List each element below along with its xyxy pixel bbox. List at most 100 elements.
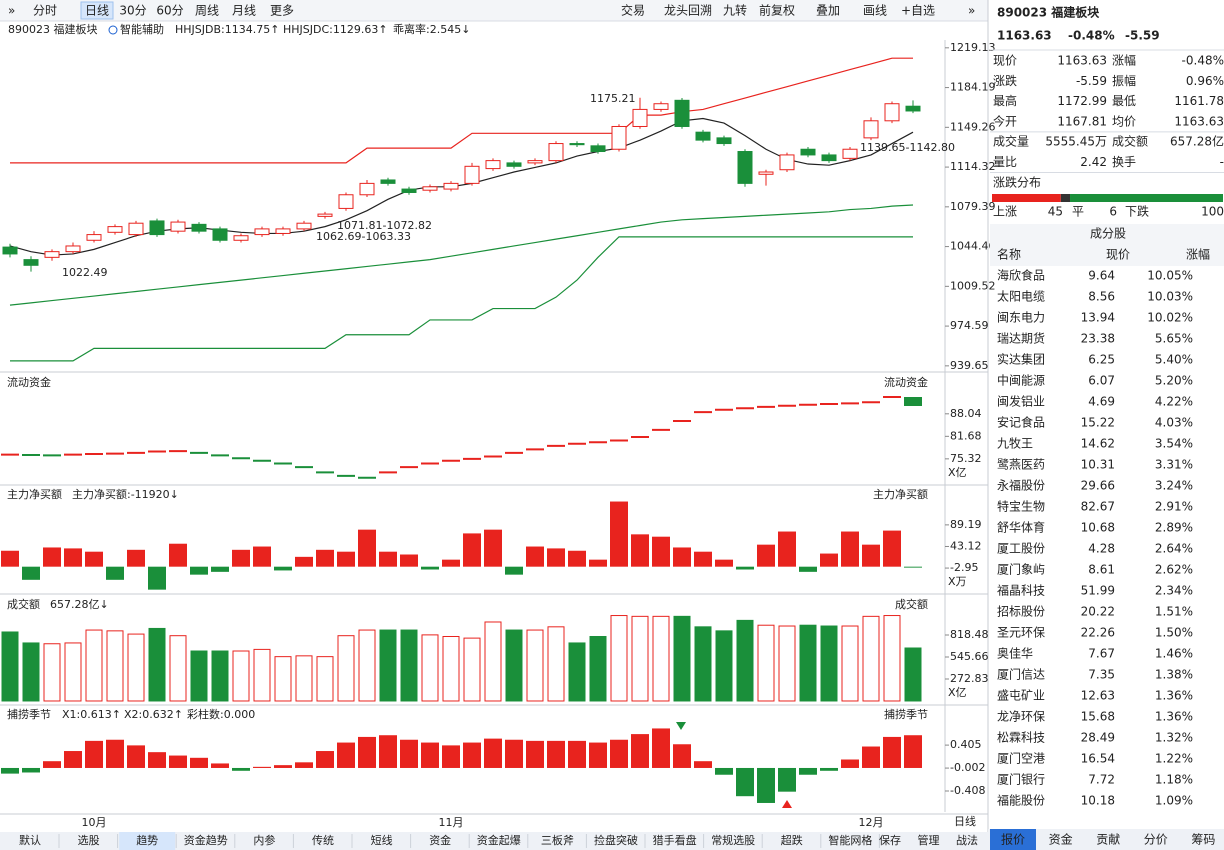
side-tab[interactable]: 分价 xyxy=(1144,833,1168,847)
stock-name[interactable]: 厦门银行 xyxy=(997,772,1045,787)
period-button[interactable]: 周线 xyxy=(195,4,219,18)
stock-name[interactable]: 特宝生物 xyxy=(997,499,1045,514)
tool-button[interactable]: +自选 xyxy=(901,4,935,18)
stock-name[interactable]: 松霖科技 xyxy=(997,731,1045,745)
stock-change: 1.32% xyxy=(1155,731,1193,745)
bottom-tab[interactable]: 资金起爆 xyxy=(477,833,521,847)
side-tab[interactable]: 贡献 xyxy=(1096,832,1120,847)
indicator: X2:0.632↑ xyxy=(124,708,183,721)
stock-name[interactable]: 厦门信达 xyxy=(997,667,1045,682)
bar xyxy=(673,547,691,567)
bar xyxy=(736,566,754,570)
stock-change: 1.50% xyxy=(1155,626,1193,640)
stock-name[interactable]: 厦门空港 xyxy=(997,751,1045,766)
bottom-tab[interactable]: 捡盘突破 xyxy=(594,833,638,847)
period-button[interactable]: 30分 xyxy=(119,4,146,18)
stock-price: 10.18 xyxy=(1081,794,1115,808)
stock-name[interactable]: 招标股份 xyxy=(997,605,1045,619)
stock-name[interactable]: 厦门象屿 xyxy=(997,562,1045,577)
bottom-action[interactable]: 保存 xyxy=(879,833,901,847)
period-button[interactable]: 日线 xyxy=(85,4,109,18)
toolbar-expand[interactable]: » xyxy=(8,4,15,18)
stock-name[interactable]: 闽发铝业 xyxy=(997,394,1045,409)
stock-name[interactable]: 舒华体育 xyxy=(997,520,1045,535)
period-button[interactable]: 月线 xyxy=(232,4,256,18)
bottom-tab[interactable]: 常规选股 xyxy=(711,833,755,847)
indicator-line xyxy=(10,57,913,164)
candle-body xyxy=(149,220,165,236)
bottom-action[interactable]: 管理 xyxy=(918,833,940,847)
period-button[interactable]: 更多 xyxy=(270,4,294,18)
bottom-tab[interactable]: 猎手看盘 xyxy=(653,833,697,847)
period-button[interactable]: 分时 xyxy=(33,4,57,18)
bottom-tab[interactable]: 选股 xyxy=(78,834,100,847)
bar xyxy=(295,762,313,768)
signal-arrow-down xyxy=(676,722,686,730)
panel-title: 主力净买额 xyxy=(7,487,62,501)
stock-name[interactable]: 福晶科技 xyxy=(997,583,1045,598)
stock-name[interactable]: 鹭燕医药 xyxy=(997,457,1045,472)
tool-button[interactable]: 九转 xyxy=(723,3,747,18)
stock-name[interactable]: 瑞达期货 xyxy=(997,331,1045,346)
period-button[interactable]: 60分 xyxy=(156,4,183,18)
panel-title: 捕捞季节 xyxy=(7,707,51,721)
quote-change-pct: -0.48% xyxy=(1068,29,1115,43)
stock-name[interactable]: 九牧王 xyxy=(997,437,1033,451)
bottom-tab[interactable]: 智能网格 xyxy=(828,833,872,847)
bar xyxy=(820,553,838,567)
side-tab[interactable]: 资金 xyxy=(1049,832,1073,847)
stock-name[interactable]: 海欣食品 xyxy=(997,268,1045,283)
bar xyxy=(484,529,502,567)
stock-name[interactable]: 圣元环保 xyxy=(997,626,1045,640)
candle-body xyxy=(317,213,333,217)
stock-name[interactable]: 闽东电力 xyxy=(997,311,1045,325)
toolbar-collapse[interactable]: » xyxy=(968,4,975,18)
stock-name[interactable]: 奥佳华 xyxy=(997,647,1033,661)
side-tab[interactable]: 筹码 xyxy=(1191,833,1215,847)
volume-bar xyxy=(64,642,82,702)
y-tick-label: 272.83 xyxy=(950,672,989,685)
bar xyxy=(883,530,901,567)
candle-body xyxy=(107,226,123,233)
tool-button[interactable]: 叠加 xyxy=(816,4,840,18)
stock-name[interactable]: 中闽能源 xyxy=(997,373,1045,388)
side-tab[interactable]: 报价 xyxy=(1001,832,1025,847)
quote-value: -0.48% xyxy=(1182,54,1224,68)
stock-name[interactable]: 盛屯矿业 xyxy=(997,688,1045,703)
tool-button[interactable]: 交易 xyxy=(621,3,645,18)
bottom-tab[interactable]: 短线 xyxy=(371,833,393,847)
distribution-value: 6 xyxy=(1109,205,1117,219)
stock-name[interactable]: 实达集团 xyxy=(997,352,1045,367)
stock-name[interactable]: 福能股份 xyxy=(997,793,1045,808)
assist-label[interactable]: 智能辅助 xyxy=(120,22,164,36)
bottom-tab[interactable]: 超跌 xyxy=(781,833,803,847)
bar xyxy=(85,740,103,768)
tool-button[interactable]: 前复权 xyxy=(759,3,795,18)
period-label[interactable]: 日线 xyxy=(954,814,976,828)
bottom-action[interactable]: 战法 xyxy=(956,833,978,847)
stock-name[interactable]: 永福股份 xyxy=(997,478,1045,493)
bottom-tab[interactable]: 传统 xyxy=(312,834,334,847)
bottom-tab[interactable]: 趋势 xyxy=(136,834,158,847)
y-tick-label: 89.19 xyxy=(950,518,982,531)
tool-button[interactable]: 画线 xyxy=(863,4,887,18)
tool-button[interactable]: 龙头回溯 xyxy=(664,3,712,18)
stock-change: 1.36% xyxy=(1155,710,1193,724)
stock-name[interactable]: 厦工股份 xyxy=(997,542,1045,556)
stock-name[interactable]: 太阳电缆 xyxy=(997,289,1045,304)
candle-body xyxy=(527,160,543,164)
bottom-tab[interactable]: 内参 xyxy=(253,833,275,847)
panel-title: 成交额 xyxy=(7,597,40,611)
candle-body xyxy=(674,99,690,127)
bottom-tab[interactable]: 资金 xyxy=(429,833,451,847)
volume-bar xyxy=(232,650,250,702)
bottom-tab[interactable]: 资金趋势 xyxy=(184,833,228,847)
candle-body xyxy=(2,246,18,255)
bottom-tab[interactable]: 三板斧 xyxy=(541,833,574,847)
bar xyxy=(295,556,313,567)
bar xyxy=(85,551,103,567)
stock-name[interactable]: 安记食品 xyxy=(997,415,1045,430)
stock-name[interactable]: 龙净环保 xyxy=(997,710,1045,724)
bottom-tab[interactable]: 默认 xyxy=(19,834,41,847)
